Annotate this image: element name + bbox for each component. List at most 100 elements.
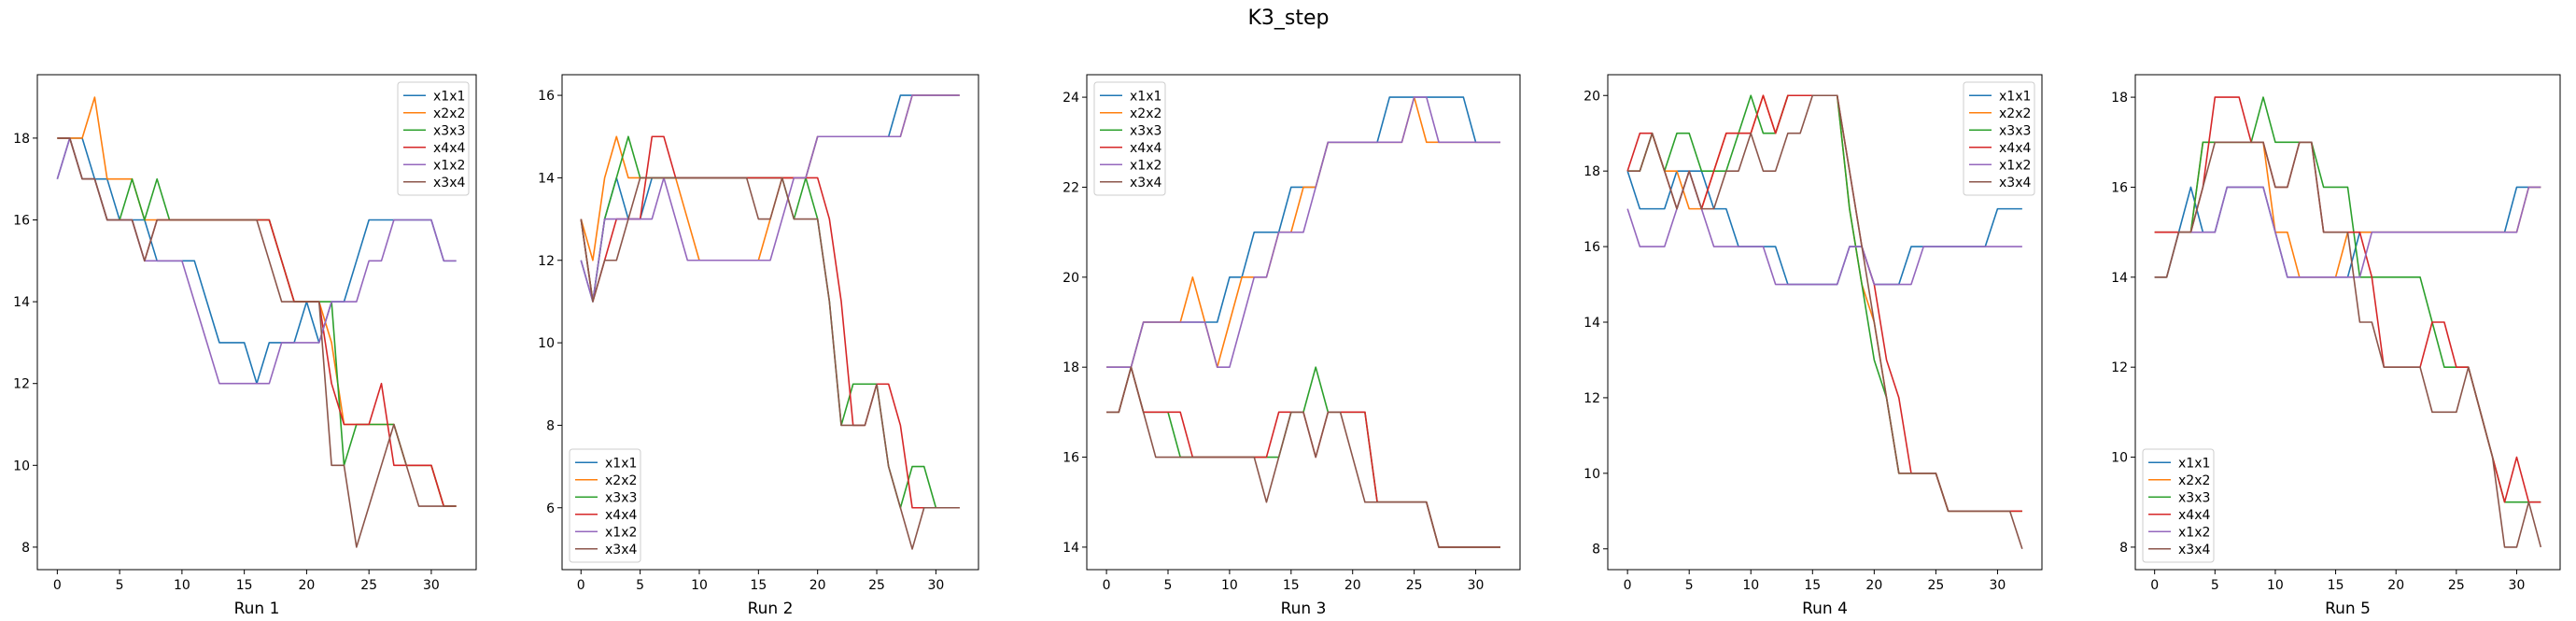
y-tick-label: 8 (1592, 543, 1600, 557)
legend: x1x1 x2x2 x3x3 x4x4 x1x2 x3x4 (569, 448, 641, 563)
legend-label: x1x2 (605, 525, 637, 540)
plot-frame (2134, 74, 2561, 571)
x-tick-label: 15 (236, 578, 253, 593)
y-tick-label: 18 (1063, 360, 1079, 375)
series-lines (1106, 96, 1500, 548)
y-tick-label: 10 (13, 459, 30, 473)
series-line-x3x4 (57, 137, 457, 548)
x-tick-label: 30 (423, 578, 440, 593)
series-line-x1x2 (2154, 186, 2541, 278)
x-tick-label: 0 (53, 578, 62, 593)
legend-box (1963, 81, 2035, 196)
plot-frame (36, 74, 477, 571)
y-tick-label: 10 (2111, 451, 2128, 466)
subplots: 0 5 10 15 20 25 30 8 10 12 14 16 18 Run 1 x1x1 x2x2 x3x3… (13, 74, 2561, 618)
x-tick-label: 10 (174, 578, 190, 593)
x-tick-label: 30 (1990, 578, 2006, 593)
series-line-x4x4 (580, 135, 960, 509)
legend-label: x1x1 (1999, 89, 2031, 104)
legend-label: x4x4 (2178, 508, 2210, 523)
legend: x1x1 x2x2 x3x3 x4x4 x1x2 x3x4 (397, 81, 470, 196)
x-tick-label: 0 (1624, 578, 1632, 593)
x-tick-label: 5 (116, 578, 124, 593)
legend: x1x1 x2x2 x3x3 x4x4 x1x2 x3x4 (1963, 81, 2035, 196)
x-axis-label: Run 1 (234, 600, 280, 618)
series-line-x3x4 (1627, 94, 2023, 549)
y-tick-label: 8 (2119, 541, 2128, 556)
x-axis-label: Run 2 (748, 600, 794, 618)
legend: x1x1 x2x2 x3x3 x4x4 x1x2 x3x4 (1093, 81, 1166, 196)
y-tick-label: 10 (1584, 467, 1600, 482)
y-tick-label: 12 (1584, 391, 1600, 406)
x-tick-label: 5 (636, 578, 644, 593)
x-tick-label: 25 (360, 578, 377, 593)
y-tick-label: 14 (1584, 316, 1600, 331)
y-tick-label: 20 (1063, 271, 1079, 286)
x-tick-label: 5 (1685, 578, 1694, 593)
legend-label: x3x3 (1130, 123, 1161, 138)
y-tick-label: 14 (1063, 541, 1079, 556)
series-line-x1x2 (1106, 96, 1500, 368)
legend-label: x3x3 (433, 123, 465, 138)
x-tick-label: 0 (1103, 578, 1111, 593)
y-tick-label: 12 (13, 377, 30, 392)
y-tick-label: 20 (1584, 89, 1600, 104)
figure-title: K3_step (1247, 7, 1329, 30)
legend-label: x2x2 (2178, 473, 2210, 488)
legend-label: x3x3 (2178, 490, 2210, 505)
legend-label: x1x1 (1130, 89, 1161, 104)
series-line-x3x4 (1106, 366, 1500, 548)
x-tick-label: 25 (1406, 578, 1423, 593)
plot-frame (561, 74, 979, 571)
legend-label: x3x4 (2178, 543, 2210, 557)
series-lines (580, 94, 960, 550)
y-tick-label: 18 (13, 132, 30, 147)
legend-label: x3x3 (1999, 123, 2031, 138)
legend-label: x3x4 (1130, 176, 1161, 191)
y-tick-label: 16 (13, 213, 30, 228)
legend-label: x4x4 (605, 508, 637, 523)
x-tick-label: 10 (1221, 578, 1238, 593)
x-tick-label: 20 (1865, 578, 1882, 593)
subplot-3: 0 5 10 15 20 25 30 14 16 18 20 22 24 Run 3 x1x1 x2x2 x3x… (1063, 74, 1521, 618)
x-tick-label: 10 (1742, 578, 1759, 593)
x-tick-label: 15 (750, 578, 767, 593)
subplot-5: 0 5 10 15 20 25 30 8 10 12 14 16 18 Run 5 x1x1 x2x2 x3x3… (2111, 74, 2561, 618)
subplot-1: 0 5 10 15 20 25 30 8 10 12 14 16 18 Run 1 x1x1 x2x2 x3x3… (13, 74, 477, 618)
legend: x1x1 x2x2 x3x3 x4x4 x1x2 x3x4 (2142, 448, 2215, 563)
y-tick-label: 18 (2111, 91, 2128, 106)
legend-label: x1x1 (2178, 456, 2210, 471)
legend-label: x4x4 (1130, 141, 1161, 156)
x-tick-label: 5 (1164, 578, 1173, 593)
x-axis-label: Run 3 (1281, 600, 1327, 618)
x-tick-label: 15 (1804, 578, 1821, 593)
series-line-x3x4 (580, 176, 960, 550)
plot-frame (1086, 74, 1521, 571)
legend-label: x1x2 (2178, 525, 2210, 540)
legend-label: x1x2 (433, 158, 465, 173)
y-tick-label: 14 (2111, 271, 2128, 286)
legend-label: x1x1 (605, 456, 637, 471)
x-tick-label: 0 (577, 578, 585, 593)
y-tick-label: 16 (538, 89, 555, 104)
x-tick-label: 0 (2150, 578, 2159, 593)
legend-label: x2x2 (605, 473, 637, 488)
x-tick-label: 30 (1468, 578, 1485, 593)
plot-frame (1607, 74, 2043, 571)
series-lines (2154, 96, 2542, 548)
y-tick-label: 14 (13, 295, 30, 310)
y-tick-label: 16 (1584, 240, 1600, 255)
x-tick-label: 20 (298, 578, 315, 593)
series-line-x1x2 (580, 94, 960, 303)
y-tick-label: 8 (21, 541, 30, 556)
y-tick-label: 12 (2111, 360, 2128, 375)
legend-label: x1x1 (433, 89, 465, 104)
x-tick-label: 25 (1927, 578, 1944, 593)
y-tick-label: 16 (1063, 451, 1079, 466)
x-tick-label: 25 (868, 578, 885, 593)
legend-label: x2x2 (433, 106, 465, 121)
legend-label: x4x4 (1999, 141, 2031, 156)
y-tick-label: 6 (546, 501, 555, 516)
